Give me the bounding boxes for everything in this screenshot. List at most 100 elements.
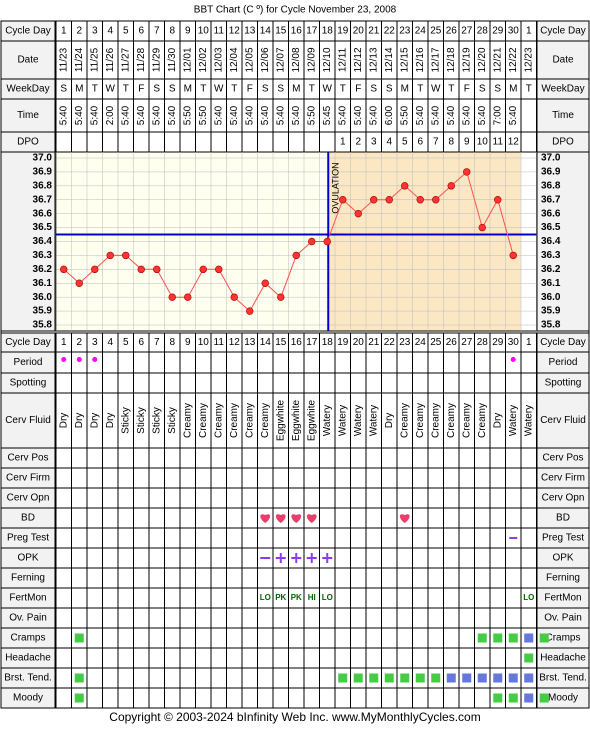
- temperature-point: [184, 293, 192, 301]
- y-tick-label-right: 36.9: [541, 167, 561, 178]
- bd-heart-icon: [306, 514, 317, 523]
- time-label: 5:40: [275, 105, 286, 125]
- dpo-label: 2: [355, 137, 361, 148]
- y-tick-label: 36.1: [33, 278, 53, 289]
- time-label: 7:00: [492, 105, 503, 125]
- cerv-fluid-label: Creamy: [446, 403, 457, 438]
- weekday-label: T: [231, 84, 237, 95]
- row-label-bd: BD: [21, 513, 35, 524]
- cycle-day-number: 19: [337, 26, 349, 37]
- cycle-day-number: 13: [244, 26, 256, 37]
- date-label: 12/10: [322, 47, 333, 72]
- y-axis-label-column-left: [0, 151, 56, 332]
- cycle-day-number: 5: [123, 26, 129, 37]
- time-label: 5:40: [120, 105, 131, 125]
- cycle-day-number: 7: [154, 26, 160, 37]
- cycle-day-number-lower: 1: [61, 337, 67, 348]
- temperature-point: [308, 237, 316, 246]
- temperature-point: [106, 251, 114, 260]
- cramps-square: [477, 633, 487, 643]
- row-label-right-brst-tend: Brst. Tend.: [539, 673, 587, 684]
- cycle-day-number-lower: 27: [461, 337, 473, 348]
- y-tick-label-right: 36.0: [541, 292, 561, 303]
- fertmon-label: PK: [291, 593, 302, 602]
- breast-tenderness-square: [353, 673, 363, 683]
- weekday-label: S: [262, 84, 269, 95]
- cycle-day-number-lower: 20: [353, 337, 365, 348]
- cycle-day-number: 10: [198, 26, 210, 37]
- date-label: 11/28: [136, 47, 147, 72]
- lower-row-ov-pain: [55, 607, 537, 629]
- weekday-label: M: [292, 84, 300, 95]
- time-label: 5:50: [182, 105, 193, 125]
- cerv-fluid-label: Sticky: [120, 407, 131, 434]
- weekday-label: F: [138, 84, 144, 95]
- cerv-fluid-label: Dry: [58, 413, 69, 429]
- lower-row-spotting: [55, 372, 537, 394]
- cycle-day-number: 28: [477, 26, 489, 37]
- date-label: 11/30: [167, 47, 178, 72]
- row-label-right-cerv-firm: Cerv Firm: [541, 473, 585, 484]
- y-tick-label-right: 35.8: [541, 320, 561, 331]
- date-label: 12/20: [477, 47, 488, 72]
- moody-square: [74, 693, 84, 703]
- weekday-label: S: [479, 84, 486, 95]
- breast-tenderness-square: [508, 673, 518, 683]
- cerv-fluid-label: Dry: [105, 413, 116, 429]
- temperature-point: [370, 196, 378, 204]
- date-label: 12/02: [198, 47, 209, 72]
- y-tick-label-right: 36.1: [541, 278, 561, 289]
- date-label: 12/15: [399, 47, 410, 72]
- time-label: 5:50: [306, 105, 317, 125]
- cerv-fluid-label: Creamy: [213, 403, 224, 438]
- period-dot: [92, 357, 98, 362]
- cycle-day-number-lower: 13: [244, 337, 256, 348]
- cerv-fluid-label: Eggwhite: [291, 399, 302, 441]
- cerv-fluid-label: Watery: [322, 405, 333, 436]
- copyright-text: Copyright © 2003-2024 bInfinity Web Inc.…: [109, 710, 480, 724]
- y-tick-label-right: 36.3: [541, 250, 561, 261]
- row-label-ov-pain: Ov. Pain: [9, 613, 47, 624]
- y-tick-label-right: 36.4: [541, 236, 561, 247]
- cerv-fluid-label: Watery: [523, 405, 534, 436]
- moody-square: [539, 693, 549, 703]
- row-label-right-cerv-pos: Cerv Pos: [542, 453, 583, 464]
- temperature-point: [416, 196, 424, 204]
- cerv-fluid-label: Dry: [384, 413, 395, 429]
- cycle-day-number-lower: 9: [185, 337, 191, 348]
- y-tick-label: 37.0: [33, 153, 53, 164]
- breast-tenderness-square: [400, 673, 410, 683]
- cycle-day-number: 21: [368, 26, 380, 37]
- cycle-day-number: 27: [461, 26, 473, 37]
- cycle-day-number: 1: [526, 26, 532, 37]
- cerv-fluid-label: Creamy: [260, 403, 271, 438]
- temperature-point: [246, 307, 254, 315]
- period-dot: [510, 357, 516, 362]
- row-label-right-opk: OPK: [552, 553, 573, 564]
- cerv-fluid-label: Dry: [492, 413, 503, 429]
- breast-tenderness-square: [462, 673, 472, 683]
- temperature-point: [215, 265, 223, 274]
- cycle-day-number-lower: 14: [260, 337, 272, 348]
- date-label: 12/09: [306, 47, 317, 72]
- lower-row-headache: [55, 647, 537, 669]
- fertmon-label: LO: [260, 593, 271, 602]
- bd-heart-icon: [275, 514, 286, 523]
- lower-row-period: [55, 351, 537, 374]
- time-label: 5:40: [260, 105, 271, 125]
- cycle-day-number-lower: 24: [415, 337, 427, 348]
- breast-tenderness-square: [431, 673, 441, 683]
- y-tick-label: 36.5: [33, 222, 53, 233]
- cycle-day-number: 8: [169, 26, 175, 37]
- row-label-right-cycle-day: Cycle Day: [540, 337, 586, 348]
- cycle-day-number: 3: [92, 26, 98, 37]
- dpo-label: 7: [433, 137, 439, 148]
- weekday-label: W: [323, 84, 333, 95]
- cycle-day-number: 17: [306, 26, 318, 37]
- row-label-right-moody: Moody: [548, 693, 578, 704]
- row-label-dpo: DPO: [17, 137, 39, 148]
- cerv-fluid-label: Watery: [337, 405, 348, 436]
- date-label: 12/18: [446, 47, 457, 72]
- weekday-label: T: [448, 84, 454, 95]
